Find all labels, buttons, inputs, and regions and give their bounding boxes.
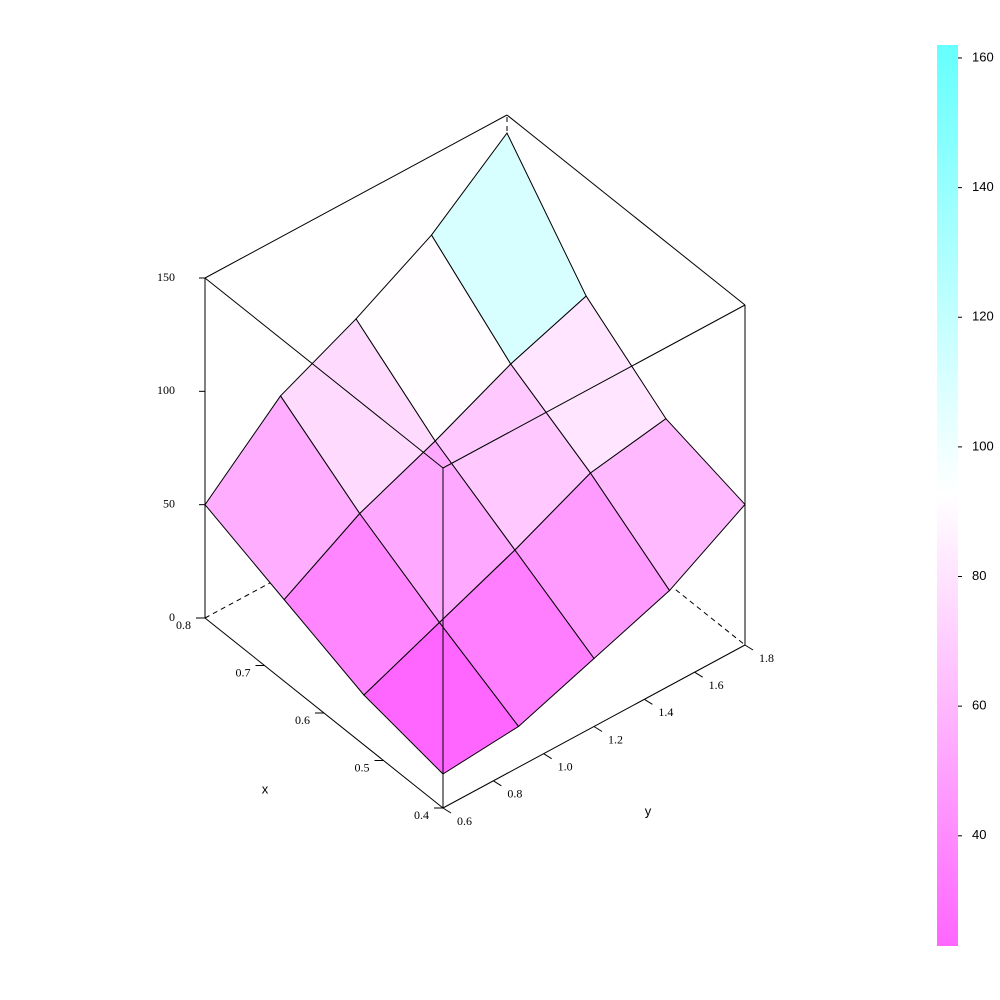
y-tick (644, 698, 653, 705)
y-tick-label: 1.6 (709, 678, 724, 692)
z-tick-label: 100 (157, 383, 175, 397)
y-tick-label: 1.0 (558, 759, 573, 773)
surface-face (204, 395, 361, 601)
y-tick (694, 671, 703, 678)
colorbar (937, 45, 958, 946)
y-tick-label: 1.2 (608, 732, 623, 746)
z-tick-label: 50 (163, 496, 175, 510)
x-tick-label: 0.7 (236, 665, 251, 679)
y-tick (543, 753, 552, 760)
y-tick-label: 1.4 (658, 705, 673, 719)
box-edge (204, 277, 444, 469)
x-tick-label: 0.5 (355, 760, 370, 774)
colorbar-tick-label: 100 (972, 438, 994, 453)
y-tick (744, 644, 754, 651)
z-tick-label: 150 (157, 270, 175, 284)
colorbar-tick-label: 60 (972, 698, 986, 713)
y-tick (593, 726, 603, 732)
x-tick-label: 0.6 (295, 713, 310, 727)
box-edge (506, 454, 746, 646)
y-axis-label: y (645, 803, 652, 818)
y-tick (442, 807, 452, 814)
y-tick (493, 780, 502, 787)
x-tick-label: 0.4 (414, 808, 429, 822)
colorbar-tick-label: 40 (972, 827, 986, 842)
colorbar-tick-label: 120 (972, 309, 994, 324)
colorbar-tick-label: 140 (972, 179, 994, 194)
box-edge (442, 304, 746, 469)
x-axis-label: x (262, 781, 269, 796)
z-tick-label: 0 (169, 610, 175, 624)
x-tick-label: 0.8 (176, 618, 191, 632)
box-edge (204, 114, 508, 279)
y-tick-label: 0.8 (507, 787, 522, 801)
colorbar-tick-label: 160 (972, 49, 994, 64)
y-tick-label: 1.8 (759, 651, 774, 665)
box-edge (506, 114, 746, 306)
colorbar-tick-label: 80 (972, 568, 986, 583)
y-tick-label: 0.6 (457, 814, 472, 828)
